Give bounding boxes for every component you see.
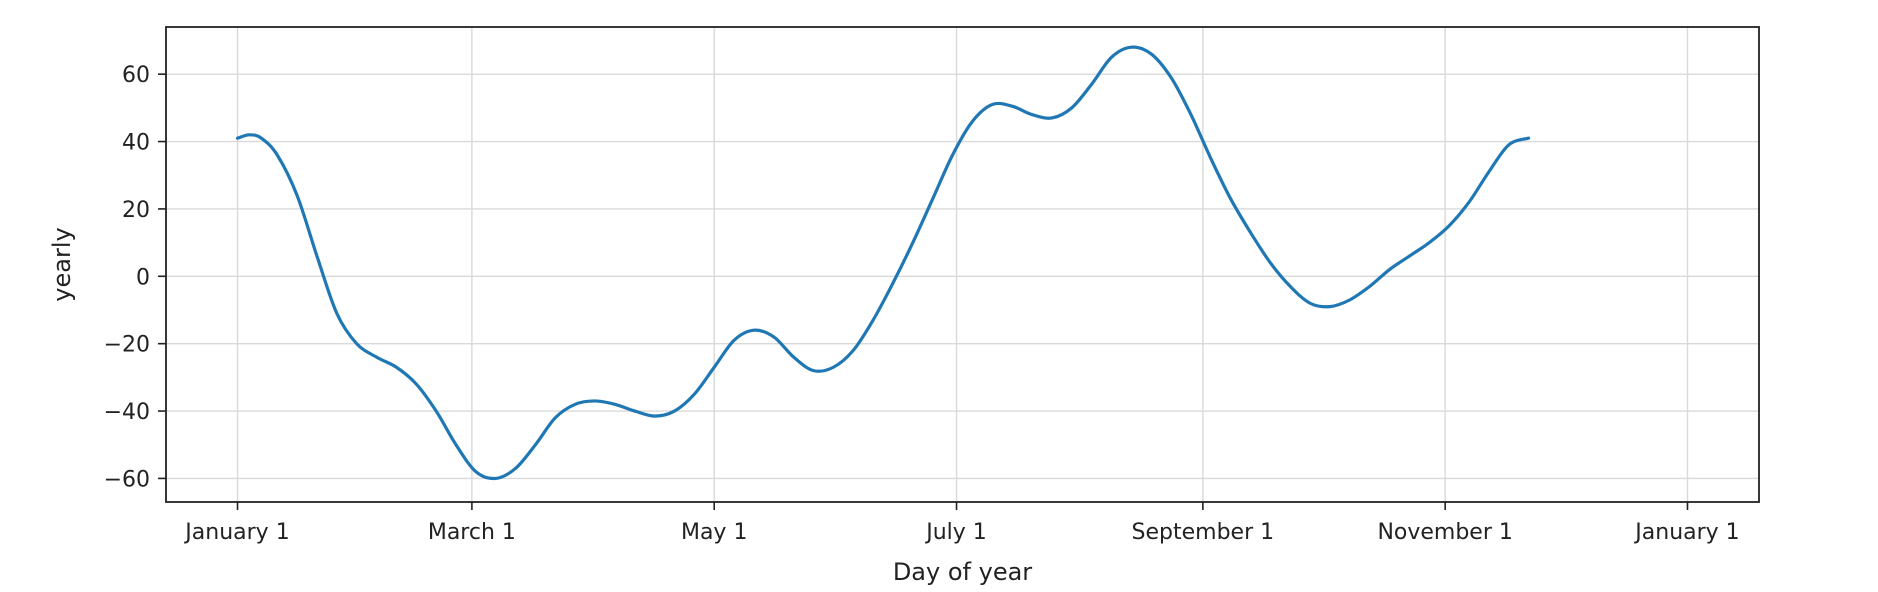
x-tick-label: January 1 xyxy=(1633,520,1739,545)
y-tick-label: −20 xyxy=(104,333,150,358)
y-tick-label: 40 xyxy=(122,131,150,156)
x-tick-label: November 1 xyxy=(1377,520,1512,545)
x-tick-label: September 1 xyxy=(1132,520,1275,545)
y-tick-label: −40 xyxy=(104,400,150,425)
y-tick-label: 60 xyxy=(122,63,150,88)
y-axis-label: yearly xyxy=(48,227,76,301)
y-axis-ticks: 60 40 20 0 −20 −40 −60 xyxy=(104,63,166,492)
y-tick-label: −60 xyxy=(104,467,150,492)
x-tick-label: May 1 xyxy=(681,520,747,545)
x-tick-label: July 1 xyxy=(924,520,987,545)
x-axis-ticks: January 1 March 1 May 1 July 1 September 1 No… xyxy=(183,502,1740,545)
series-layer xyxy=(235,45,1531,481)
grid-lines xyxy=(166,27,1759,502)
y-tick-label: 20 xyxy=(122,198,150,223)
x-tick-label: January 1 xyxy=(183,520,289,545)
x-axis-label: Day of year xyxy=(893,558,1032,586)
series-line xyxy=(235,45,1531,481)
x-tick-label: March 1 xyxy=(428,520,516,545)
y-tick-label: 0 xyxy=(136,265,150,290)
plot-frame xyxy=(165,26,1760,503)
